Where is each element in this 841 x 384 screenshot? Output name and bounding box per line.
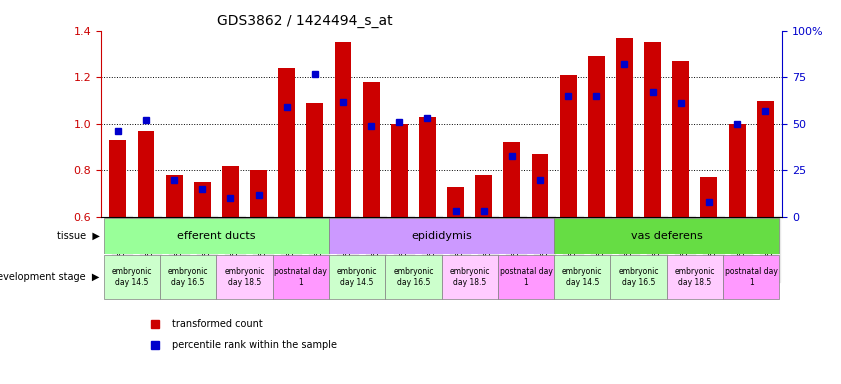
Bar	[644, 42, 661, 217]
FancyBboxPatch shape	[329, 255, 385, 299]
Bar	[193, 182, 211, 217]
Bar	[278, 68, 295, 217]
FancyBboxPatch shape	[442, 255, 498, 299]
Text: embryonic
day 14.5: embryonic day 14.5	[562, 267, 602, 286]
FancyBboxPatch shape	[103, 218, 329, 253]
Bar	[362, 82, 379, 217]
Bar	[250, 170, 267, 217]
Bar	[757, 101, 774, 217]
Bar	[504, 142, 521, 217]
Bar	[475, 175, 492, 217]
Bar	[588, 56, 605, 217]
FancyBboxPatch shape	[554, 255, 611, 299]
Text: embryonic
day 14.5: embryonic day 14.5	[337, 267, 378, 286]
Bar	[306, 103, 323, 217]
Text: vas deferens: vas deferens	[631, 231, 702, 241]
Bar	[419, 117, 436, 217]
FancyBboxPatch shape	[498, 255, 554, 299]
FancyBboxPatch shape	[216, 255, 272, 299]
Text: embryonic
day 14.5: embryonic day 14.5	[112, 267, 152, 286]
Bar	[391, 124, 408, 217]
Text: embryonic
day 18.5: embryonic day 18.5	[674, 267, 715, 286]
Bar	[335, 42, 352, 217]
FancyBboxPatch shape	[385, 255, 442, 299]
Bar	[222, 166, 239, 217]
FancyBboxPatch shape	[272, 255, 329, 299]
Text: postnatal day
1: postnatal day 1	[500, 267, 553, 286]
FancyBboxPatch shape	[160, 255, 216, 299]
Bar	[672, 61, 690, 217]
Bar	[560, 75, 577, 217]
Text: embryonic
day 18.5: embryonic day 18.5	[225, 267, 265, 286]
Text: embryonic
day 16.5: embryonic day 16.5	[393, 267, 434, 286]
FancyBboxPatch shape	[611, 255, 667, 299]
FancyBboxPatch shape	[554, 218, 780, 253]
Text: tissue  ▶: tissue ▶	[56, 231, 99, 241]
Text: efferent ducts: efferent ducts	[177, 231, 256, 241]
FancyBboxPatch shape	[329, 218, 554, 253]
Text: postnatal day
1: postnatal day 1	[274, 267, 327, 286]
Text: embryonic
day 16.5: embryonic day 16.5	[168, 267, 209, 286]
Text: embryonic
day 18.5: embryonic day 18.5	[449, 267, 490, 286]
Bar	[166, 175, 182, 217]
Bar	[138, 131, 155, 217]
Bar	[728, 124, 745, 217]
Bar	[701, 177, 717, 217]
FancyBboxPatch shape	[103, 255, 160, 299]
FancyBboxPatch shape	[667, 255, 723, 299]
Text: transformed count: transformed count	[172, 319, 263, 329]
Text: percentile rank within the sample: percentile rank within the sample	[172, 340, 337, 350]
Text: development stage  ▶: development stage ▶	[0, 272, 99, 282]
Bar	[616, 38, 633, 217]
Text: epididymis: epididymis	[411, 231, 472, 241]
Bar	[532, 154, 548, 217]
Bar	[109, 140, 126, 217]
FancyBboxPatch shape	[723, 255, 780, 299]
Bar	[447, 187, 464, 217]
Text: postnatal day
1: postnatal day 1	[725, 267, 778, 286]
Text: GDS3862 / 1424494_s_at: GDS3862 / 1424494_s_at	[217, 14, 393, 28]
Text: embryonic
day 16.5: embryonic day 16.5	[618, 267, 659, 286]
